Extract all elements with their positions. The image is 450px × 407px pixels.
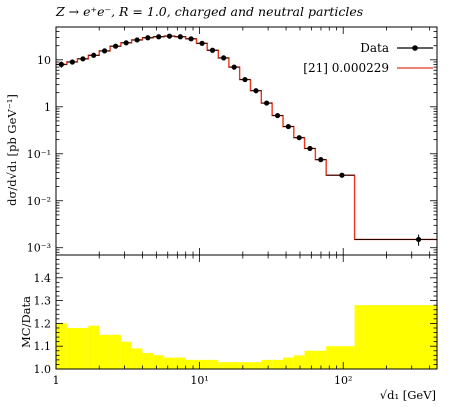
data-point (242, 76, 248, 83)
y-tick-label-ratio: 1.0 (34, 363, 52, 376)
data-point (339, 172, 345, 178)
ratio-bar (218, 362, 229, 369)
ratio-bar (261, 359, 273, 369)
ratio-bar (153, 355, 165, 369)
data-point (264, 100, 270, 106)
x-tick-labels: 1 10¹ 10² (53, 374, 353, 387)
data-point (156, 34, 162, 40)
ratio-bar (99, 334, 111, 369)
data-point (123, 40, 129, 46)
ratio-bar (315, 350, 327, 369)
ratio-bar (354, 305, 437, 369)
ratio-bar (239, 362, 251, 369)
y-tick-label-main: 10⁻¹ (27, 148, 51, 161)
data-point (145, 35, 151, 41)
data-point (166, 33, 173, 39)
ratio-bar (207, 359, 219, 369)
y-tick-label-main: 10⁻³ (27, 242, 51, 255)
ratio-bar (88, 325, 100, 369)
data-point (199, 40, 205, 46)
ratio-panel: 1.0 1.1 1.2 1.3 1.4 (34, 27, 438, 376)
chart-title: Z → e⁺e⁻, R = 1.0, charged and neutral p… (55, 4, 363, 19)
ratio-bar (110, 334, 121, 369)
data-point (134, 37, 140, 43)
data-point (58, 61, 64, 67)
data-point (296, 135, 302, 141)
legend: Data [21] 0.000229 (303, 41, 433, 75)
data-point (112, 43, 119, 49)
y-tick-label-main: 10⁻² (27, 195, 51, 208)
x-tick-label: 10² (334, 374, 352, 387)
x-tick-label: 10¹ (190, 374, 208, 387)
y-tick-label-main: 10 (37, 54, 51, 67)
data-point (188, 36, 194, 42)
y-tick-label-ratio: 1.3 (34, 295, 52, 308)
y-axis-label-ratio: MC/Data (19, 296, 33, 348)
x-tick-label: 1 (53, 374, 60, 387)
data-point (307, 145, 313, 152)
ratio-frame (55, 254, 438, 370)
y-tick-label-ratio: 1.1 (34, 340, 52, 353)
legend-label-mc: [21] 0.000229 (303, 61, 389, 75)
ratio-bar (66, 327, 78, 369)
ratio-bar (272, 359, 284, 369)
data-point (91, 52, 97, 58)
data-point (253, 88, 259, 94)
ratio-bar (164, 357, 175, 369)
data-point (318, 157, 324, 163)
y-tick-label-ratio: 1.4 (34, 272, 52, 285)
ratio-bar (120, 341, 132, 369)
data-point (415, 236, 422, 243)
y-tick-label-main: 1 (44, 101, 51, 114)
legend-marker-data (412, 45, 418, 51)
data-point (102, 48, 108, 54)
data-point (285, 123, 291, 130)
data-point (80, 56, 86, 62)
ratio-bar (142, 353, 154, 369)
data-point (221, 55, 227, 61)
ratio-bar (228, 362, 240, 369)
data-point (69, 59, 75, 65)
ratio-bar (131, 348, 143, 369)
ratio-bar (283, 357, 294, 369)
ratio-bar (185, 359, 197, 369)
y-axis-label-main: dσ/d√d₁ [pb GeV⁻¹] (5, 94, 19, 206)
ratio-bar (250, 362, 262, 369)
ratio-bar (326, 346, 355, 369)
data-point (209, 47, 216, 53)
data-point (274, 112, 281, 119)
ratio-bar (196, 359, 208, 369)
x-axis-label: √d₁ [GeV] (380, 388, 436, 402)
main-panel: 10⁻³ 10⁻² 10⁻¹ 1 10 (27, 26, 438, 256)
ratio-bar (174, 357, 186, 369)
ratio-bar (304, 350, 316, 369)
data-point (231, 64, 237, 70)
data-point (177, 34, 183, 40)
ratio-bar (77, 327, 89, 369)
legend-label-data: Data (360, 41, 389, 55)
ratio-bar (293, 355, 305, 369)
y-tick-label-ratio: 1.2 (34, 317, 52, 330)
